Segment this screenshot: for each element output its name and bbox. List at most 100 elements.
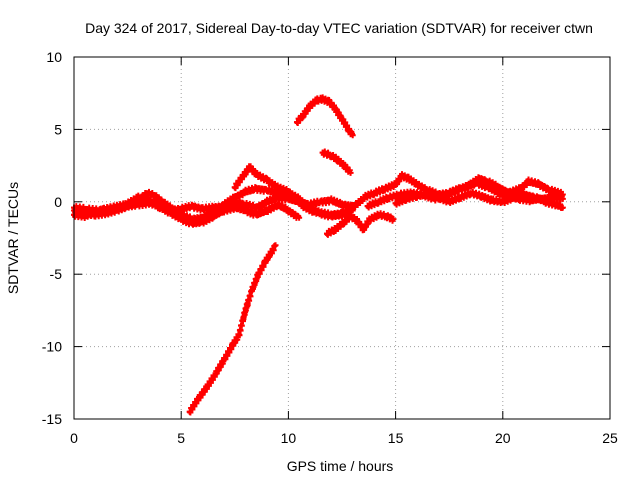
- data-point: [463, 184, 470, 191]
- data-point: [366, 216, 373, 223]
- data-point: [263, 207, 270, 214]
- data-point: [313, 97, 320, 104]
- data-point: [253, 185, 260, 192]
- data-point: [293, 119, 300, 126]
- data-point: [467, 190, 474, 197]
- data-point: [92, 208, 99, 215]
- data-point: [199, 206, 206, 213]
- data-point: [135, 201, 142, 208]
- data-point: [244, 300, 251, 307]
- data-point: [285, 207, 292, 214]
- chart-title: Day 324 of 2017, Sidereal Day-to-day VTE…: [85, 20, 593, 36]
- data-point: [240, 314, 247, 321]
- data-point: [499, 198, 506, 205]
- data-point: [516, 185, 523, 192]
- data-point: [332, 226, 339, 233]
- y-tick-label: 10: [46, 49, 62, 65]
- data-point: [478, 193, 485, 200]
- data-point: [323, 230, 330, 237]
- data-point: [328, 152, 335, 159]
- y-tick-label: -15: [42, 411, 62, 427]
- data-point: [339, 116, 345, 123]
- data-point: [248, 287, 255, 294]
- data-point: [364, 203, 371, 210]
- y-tick-label: 5: [54, 121, 62, 137]
- data-point: [381, 185, 388, 192]
- y-tick-label: -5: [50, 266, 63, 282]
- data-point: [553, 201, 560, 208]
- data-point: [285, 188, 292, 195]
- data-point: [156, 203, 163, 210]
- data-point: [274, 194, 281, 201]
- data-point: [405, 175, 412, 182]
- data-point: [242, 188, 249, 195]
- data-point: [242, 169, 249, 176]
- data-point: [328, 197, 335, 204]
- data-point: [495, 190, 502, 197]
- data-point: [399, 172, 406, 179]
- data-point: [446, 198, 453, 205]
- x-tick-label: 10: [281, 430, 297, 446]
- data-point: [360, 226, 367, 233]
- data-point: [231, 184, 238, 191]
- data-point: [221, 207, 228, 214]
- data-point: [536, 181, 543, 188]
- series-track-segment-12h: [319, 148, 354, 176]
- data-point: [146, 200, 153, 207]
- data-point: [221, 356, 228, 363]
- data-point: [484, 184, 491, 191]
- x-tick-label: 25: [602, 430, 618, 446]
- data-point: [311, 208, 318, 215]
- data-point: [152, 193, 159, 200]
- data-point: [188, 220, 195, 227]
- data-point: [291, 194, 298, 201]
- data-point: [300, 203, 307, 210]
- data-point: [334, 156, 341, 163]
- data-point: [474, 179, 481, 186]
- data-point: [272, 242, 279, 249]
- data-point: [124, 203, 131, 210]
- data-point: [263, 177, 270, 184]
- data-point: [135, 194, 142, 201]
- x-axis-label: GPS time / hours: [287, 458, 394, 474]
- data-point: [178, 206, 185, 213]
- data-point: [525, 178, 532, 185]
- data-point: [349, 207, 356, 214]
- data-point: [349, 132, 356, 139]
- data-point: [521, 191, 528, 198]
- data-point: [392, 181, 399, 188]
- data-point: [103, 206, 110, 213]
- data-point: [319, 95, 326, 102]
- data-point: [347, 169, 354, 176]
- data-point: [317, 198, 324, 205]
- data-point: [253, 171, 260, 178]
- data-point: [255, 271, 262, 278]
- data-point: [392, 200, 399, 207]
- data-point: [371, 190, 378, 197]
- data-point: [306, 103, 313, 110]
- data-point: [542, 198, 549, 205]
- data-point: [384, 213, 391, 220]
- series-track-bump-8h: [231, 163, 356, 220]
- data-point: [143, 190, 150, 197]
- data-point: [231, 204, 238, 211]
- series-track-arc-11h: [293, 94, 356, 139]
- data-point: [210, 213, 217, 220]
- data-point: [253, 204, 260, 211]
- x-tick-label: 0: [70, 430, 78, 446]
- x-tick-label: 15: [388, 430, 404, 446]
- data-point: [456, 194, 463, 201]
- data-point: [186, 408, 193, 415]
- data-point: [263, 198, 270, 205]
- data-point: [261, 259, 268, 266]
- y-axis-label: SDTVAR / TECUs: [5, 182, 21, 294]
- data-point: [300, 111, 307, 118]
- x-tick-label: 20: [495, 430, 511, 446]
- series-track-afternoon-c: [392, 188, 566, 211]
- y-tick-label: -10: [42, 339, 62, 355]
- data-point: [375, 211, 382, 218]
- data-point: [339, 210, 345, 217]
- data-point: [195, 395, 202, 402]
- data-point: [424, 190, 431, 197]
